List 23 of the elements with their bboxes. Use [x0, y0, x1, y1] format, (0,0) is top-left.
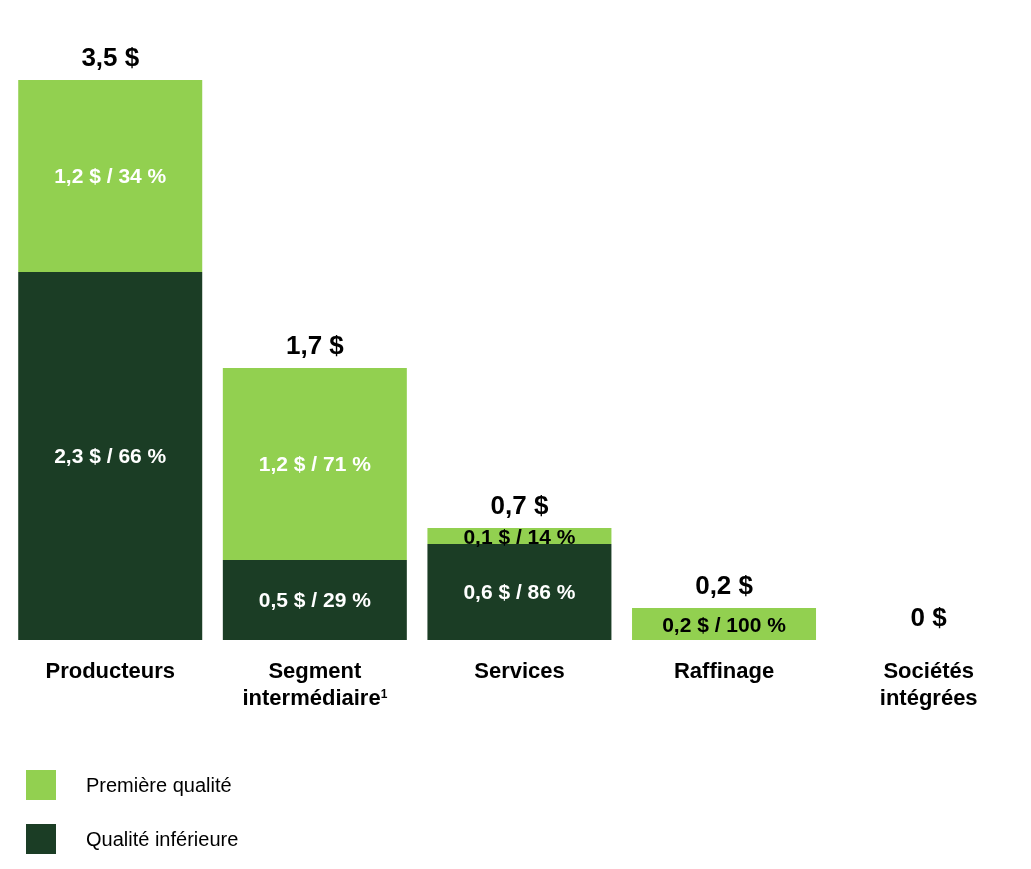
data-label: 1,2 $ / 71 % [258, 452, 372, 475]
bar [222, 560, 407, 640]
data-label: 0,6 $ / 86 % [463, 580, 576, 603]
legend-label: Première qualité [86, 773, 232, 797]
data-label: 0,2 $ / 100 % [662, 613, 787, 636]
bar [18, 272, 203, 640]
total-label: 3,5 $ [81, 42, 140, 72]
x-tick-label: Producteurs [45, 658, 176, 683]
data-label: 2,3 $ / 66 % [54, 444, 167, 467]
bar [222, 368, 407, 560]
x-tick-label: Sociétés intégrées [879, 658, 978, 710]
total-label: 0,2 $ [695, 570, 754, 600]
x-tick-label: Services [474, 658, 565, 683]
data-label: 1,2 $ / 34 % [54, 164, 167, 187]
bar [18, 80, 203, 272]
total-label: 0 $ [910, 602, 948, 632]
data-label: 0,1 $ / 14 % [463, 525, 576, 548]
x-tick-label: Segment intermédiaire$^{1}$ [242, 658, 388, 710]
legend-label: Qualité inférieure [86, 827, 239, 851]
total-label: 0,7 $ [490, 490, 549, 520]
x-tick-label: Raffinage [673, 658, 775, 683]
data-label: 0,5 $ / 29 % [258, 588, 372, 611]
total-label: 1,7 $ [285, 330, 345, 360]
